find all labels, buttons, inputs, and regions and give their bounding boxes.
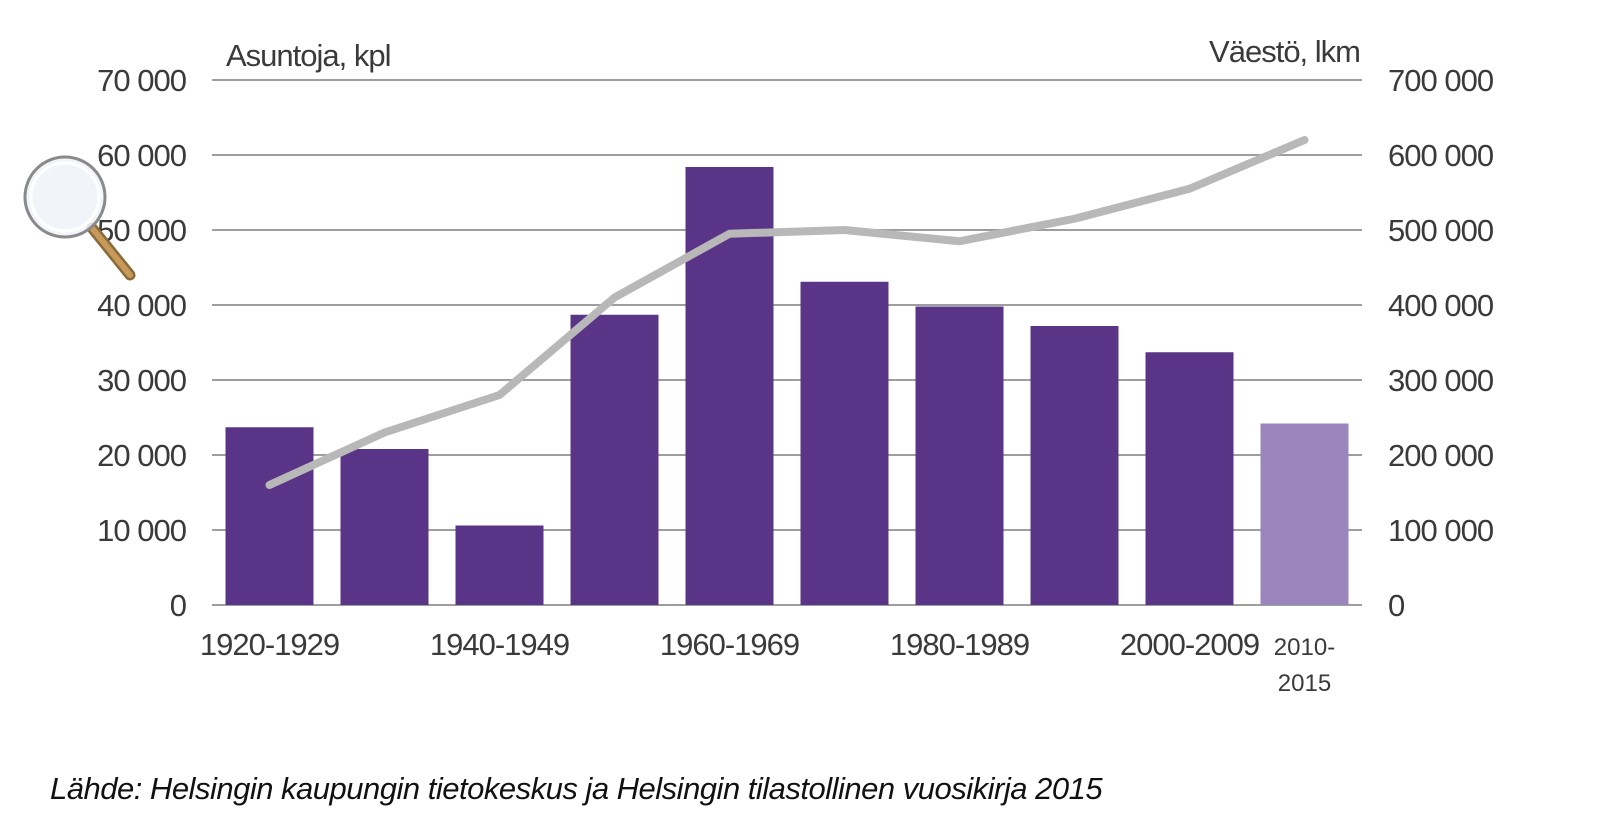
- bar-2000-2009: [1145, 352, 1234, 605]
- left-axis-ticks: 0 10 000 20 000 30 000 40 000 50 000 60 000 70 …: [97, 63, 188, 623]
- x-tick-label: 2015: [1278, 670, 1331, 697]
- bar-1990-1999: [1030, 326, 1119, 605]
- left-tick-label: 50 000: [97, 213, 187, 248]
- left-axis-title: Asuntoja, kpl: [226, 38, 391, 73]
- left-tick-label: 20 000: [97, 438, 187, 473]
- bar-1940-1949: [455, 525, 544, 605]
- bar-1950-1959: [570, 314, 659, 605]
- right-tick-label: 200 000: [1388, 438, 1494, 473]
- x-tick-label: 2000-2009: [1120, 627, 1259, 662]
- bar-1970-1979: [800, 281, 889, 605]
- right-tick-label: 400 000: [1388, 288, 1494, 323]
- population-line-path: [265, 136, 1309, 489]
- bar-1920-1929: [225, 427, 314, 605]
- x-tick-label: 2010-: [1274, 634, 1335, 661]
- bar-1980-1989: [915, 306, 1004, 605]
- right-axis-ticks: 0 100 000 200 000 300 000 400 000 500 000 600 …: [1388, 63, 1495, 623]
- right-tick-label: 600 000: [1388, 138, 1494, 173]
- left-tick-label: 40 000: [97, 288, 187, 323]
- population-line: [265, 136, 1309, 489]
- x-axis-ticks: 1920-1929 1940-1949 1960-1969 1980-1989 2000…: [200, 627, 1335, 697]
- bar-2010-2015: [1260, 423, 1349, 605]
- x-tick-label: 1980-1989: [890, 627, 1029, 662]
- bar-1930-1939: [340, 449, 429, 605]
- left-tick-label: 0: [170, 588, 187, 623]
- right-tick-label: 500 000: [1388, 213, 1494, 248]
- left-tick-label: 60 000: [97, 138, 187, 173]
- source-note: Lähde: Helsingin kaupungin tietokeskus j…: [50, 771, 1103, 806]
- bar-1960-1969: [685, 167, 774, 605]
- left-tick-label: 10 000: [97, 513, 187, 548]
- left-tick-label: 70 000: [97, 63, 187, 98]
- x-tick-label: 1920-1929: [200, 627, 339, 662]
- right-tick-label: 0: [1388, 588, 1405, 623]
- right-tick-label: 300 000: [1388, 363, 1494, 398]
- left-tick-label: 30 000: [97, 363, 187, 398]
- x-tick-label: 1960-1969: [660, 627, 799, 662]
- right-axis-title: Väestö, lkm: [1209, 34, 1360, 69]
- bars: [225, 167, 1349, 605]
- x-tick-label: 1940-1949: [430, 627, 569, 662]
- right-tick-label: 100 000: [1388, 513, 1494, 548]
- right-tick-label: 700 000: [1388, 63, 1494, 98]
- magnifier-icon[interactable]: [23, 155, 136, 281]
